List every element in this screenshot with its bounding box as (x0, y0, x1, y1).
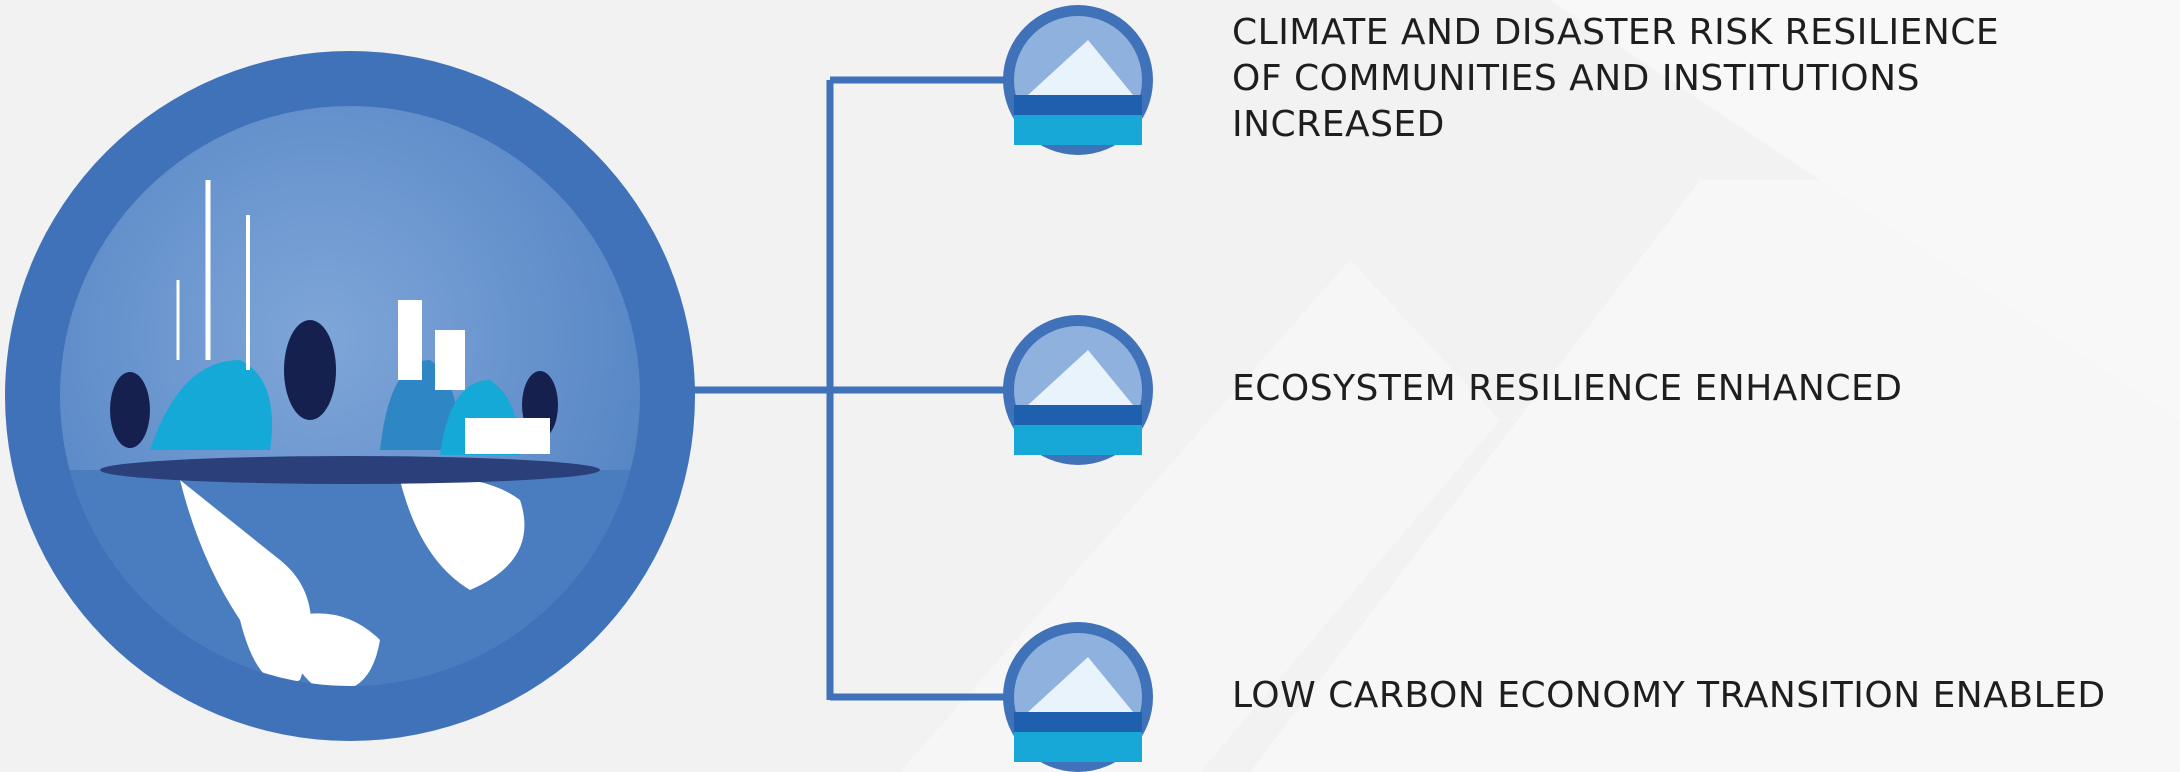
item-label: ECOSYSTEM RESILIENCE ENHANCED (1232, 368, 1902, 409)
icon-water (1014, 405, 1142, 425)
icon-water-light (1014, 732, 1142, 762)
item-label: CLIMATE AND DISASTER RISK RESILIENCE (1232, 12, 1999, 53)
icon-water-light (1014, 425, 1142, 455)
icon-water (1014, 95, 1142, 115)
diagram: CLIMATE AND DISASTER RISK RESILIENCE OF C… (0, 0, 2180, 772)
item-label: LOW CARBON ECONOMY TRANSITION ENABLED (1232, 675, 2106, 716)
earth-illustration (5, 51, 695, 741)
icon-water-light (1014, 115, 1142, 145)
item-icon (1003, 5, 1153, 155)
item-icons (1003, 5, 1153, 772)
page: CLIMATE AND DISASTER RISK RESILIENCE OF C… (0, 0, 2180, 772)
icon-water (1014, 712, 1142, 732)
item-icon (1003, 315, 1153, 465)
item-label: INCREASED (1232, 104, 1445, 145)
item-icon (1003, 622, 1153, 772)
item-label: OF COMMUNITIES AND INSTITUTIONS (1232, 58, 1920, 99)
